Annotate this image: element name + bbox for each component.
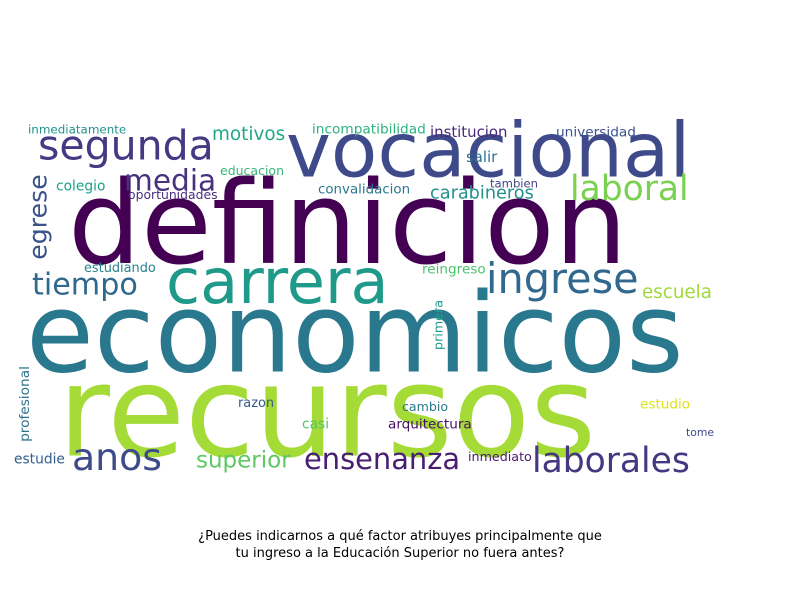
word-vocacional: vocacional: [286, 106, 691, 195]
word-definicion: definicion: [68, 156, 628, 291]
word-laboral: laboral: [570, 169, 689, 210]
word-ingrese: ingrese: [486, 255, 639, 304]
word-cambio: cambio: [402, 399, 449, 415]
word-motivos: motivos: [212, 123, 286, 145]
word-primera: primera: [430, 300, 446, 350]
word-educacion: educacion: [220, 163, 284, 179]
word-tambien: tambien: [490, 176, 539, 191]
word-carabineros: carabineros: [430, 183, 534, 204]
word-institucion: institucion: [430, 122, 508, 141]
word-segunda: segunda: [38, 121, 214, 170]
word-salir: salir: [466, 147, 498, 166]
word-anos: anos: [72, 435, 162, 480]
word-colegio: colegio: [56, 178, 106, 195]
word-razon: razon: [238, 395, 275, 411]
word-inmediatamente: inmediatamente: [28, 121, 127, 136]
word-oportunidades: oportunidades: [128, 187, 218, 203]
word-superior: superior: [196, 447, 291, 474]
word-estudio: estudio: [640, 396, 691, 413]
word-economicos: economicos: [26, 270, 684, 399]
word-arquitectura: arquitectura: [388, 416, 472, 433]
caption-line-1: ¿Puedes indicarnos a qué factor atribuye…: [198, 529, 602, 544]
word-ensenanza: ensenanza: [304, 442, 461, 477]
word-media: media: [124, 163, 217, 198]
word-tiempo: tiempo: [32, 267, 138, 303]
word-incompatibilidad: incompatibilidad: [312, 120, 426, 137]
word-egrese: egrese: [23, 174, 53, 260]
word-casi: casi: [302, 416, 330, 433]
chart-caption: ¿Puedes indicarnos a qué factor atribuye…: [100, 528, 700, 562]
word-carrera: carrera: [166, 244, 389, 318]
word-estudie: estudie: [14, 451, 65, 468]
caption-line-2: tu ingreso a la Educación Superior no fu…: [235, 546, 565, 561]
word-reingreso: reingreso: [422, 261, 486, 278]
word-profesional: profesional: [17, 366, 34, 442]
word-recursos: recursos: [58, 338, 596, 486]
word-universidad: universidad: [556, 123, 636, 140]
word-estudiando: estudiando: [84, 260, 156, 276]
word-convalidacion: convalidacion: [318, 182, 411, 198]
word-tome: tome: [686, 426, 714, 440]
word-laborales: laborales: [532, 441, 690, 482]
word-inmediato: inmediato: [468, 449, 532, 465]
word-escuela: escuela: [642, 281, 712, 303]
